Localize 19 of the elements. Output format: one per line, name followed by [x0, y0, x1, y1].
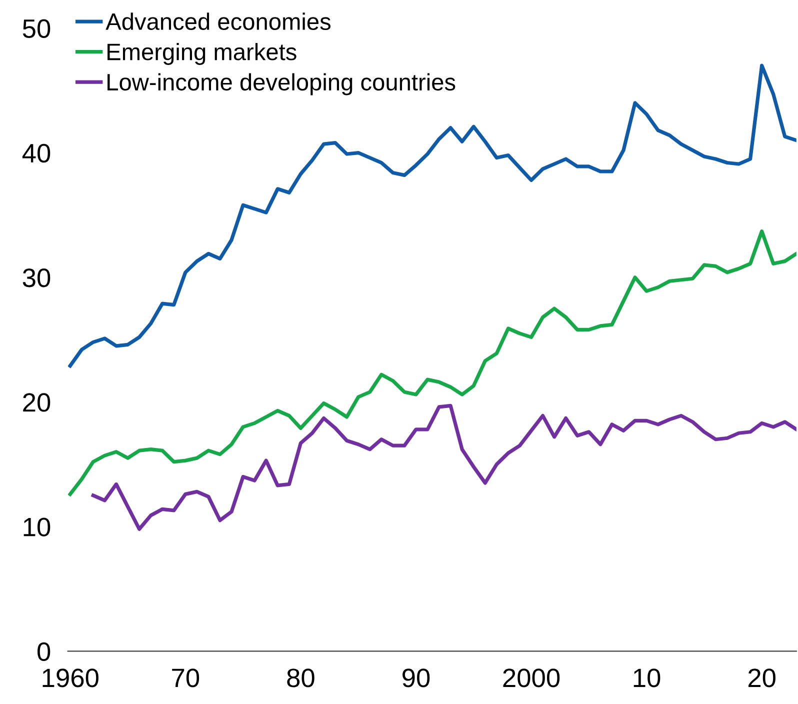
- legend-label: Low-income developing countries: [108, 73, 456, 96]
- x-tick-label: 1960: [42, 668, 98, 688]
- legend-label: Advanced economies: [106, 12, 331, 30]
- x-tick-label: 70: [172, 668, 200, 688]
- line-series: [91, 404, 796, 531]
- x-tick-label: 10: [634, 668, 660, 688]
- y-tick-label: 50: [22, 19, 50, 38]
- y-tick-label: 30: [22, 268, 50, 288]
- line-series: [68, 64, 796, 368]
- legend-label: Emerging markets: [108, 42, 296, 65]
- y-tick-label: 20: [23, 393, 50, 412]
- y-tick-label: 0: [38, 642, 50, 662]
- x-tick-label: 2000: [503, 668, 560, 688]
- y-tick-label: 10: [24, 518, 50, 536]
- x-tick-label: 90: [402, 668, 430, 688]
- line-series: [68, 229, 796, 496]
- x-tick-label: 20: [748, 668, 776, 688]
- y-tick-label: 40: [22, 144, 50, 163]
- x-tick-label: 80: [287, 668, 314, 688]
